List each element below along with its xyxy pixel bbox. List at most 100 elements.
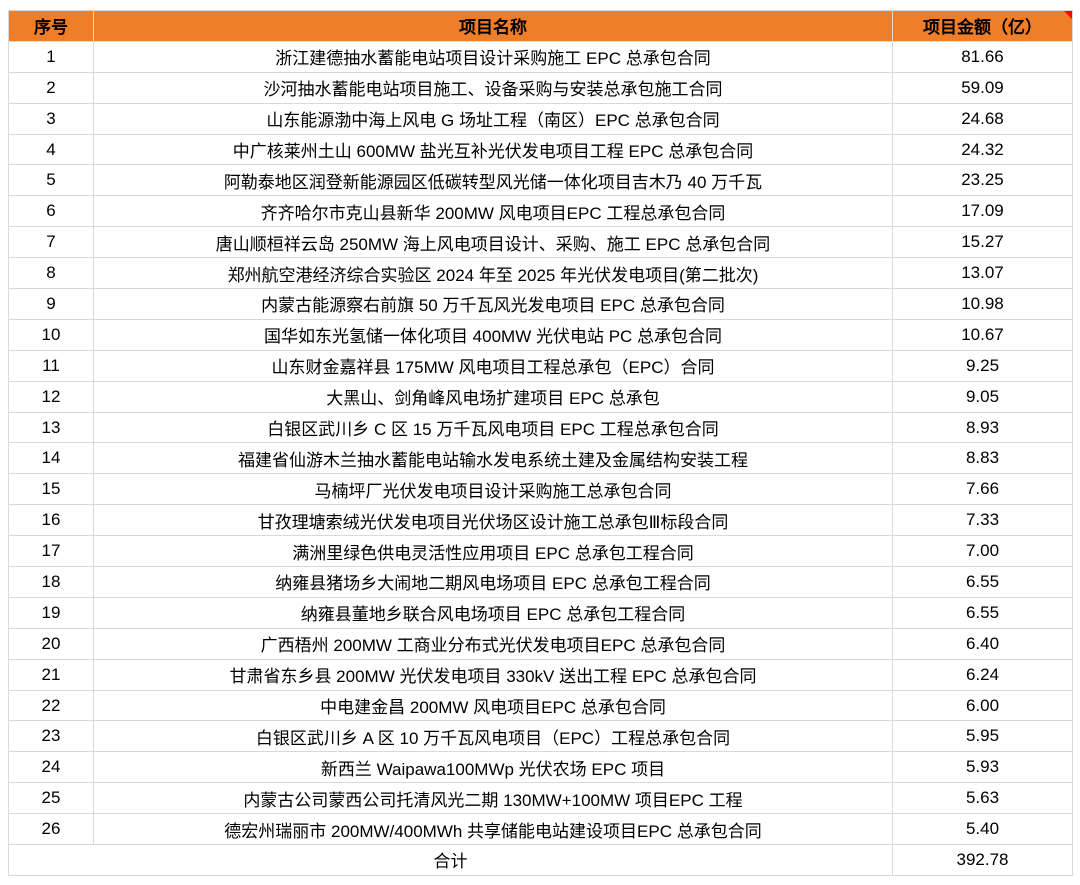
row-index-cell: 14	[8, 442, 94, 475]
amount-cell: 15.27	[892, 226, 1073, 259]
project-name-cell: 山东能源渤中海上风电 G 场址工程（南区）EPC 总承包合同	[93, 102, 893, 135]
amount-cell: 5.95	[892, 720, 1073, 753]
amount-cell: 59.09	[892, 71, 1073, 104]
row-index-cell: 16	[8, 504, 94, 537]
project-name-cell: 马楠坪厂光伏发电项目设计采购施工总承包合同	[93, 473, 893, 506]
row-index-cell: 24	[8, 751, 94, 784]
project-name-cell: 阿勒泰地区润登新能源园区低碳转型风光储一体化项目吉木乃 40 万千瓦	[93, 164, 893, 197]
project-name-cell: 甘肃省东乡县 200MW 光伏发电项目 330kV 送出工程 EPC 总承包合同	[93, 658, 893, 691]
amount-cell: 24.68	[892, 102, 1073, 135]
row-index-cell: 19	[8, 596, 94, 629]
row-index-cell: 10	[8, 318, 94, 351]
amount-cell: 23.25	[892, 164, 1073, 197]
table-row: 2 沙河抽水蓄能电站项目施工、设备采购与安装总承包施工合同 59.09	[8, 71, 1073, 104]
project-name-cell: 新西兰 Waipawa100MWp 光伏农场 EPC 项目	[93, 751, 893, 784]
project-name-cell: 德宏州瑞丽市 200MW/400MWh 共享储能电站建设项目EPC 总承包合同	[93, 813, 893, 846]
total-amount-cell: 392.78	[892, 844, 1073, 876]
table-row: 5 阿勒泰地区润登新能源园区低碳转型风光储一体化项目吉木乃 40 万千瓦 23.25	[8, 164, 1073, 197]
amount-cell: 8.93	[892, 411, 1073, 444]
row-index-cell: 25	[8, 782, 94, 815]
table-row: 20 广西梧州 200MW 工商业分布式光伏发电项目EPC 总承包合同 6.40	[8, 627, 1073, 660]
row-index-cell: 7	[8, 226, 94, 259]
table-row: 14 福建省仙游木兰抽水蓄能电站输水发电系统土建及金属结构安装工程 8.83	[8, 442, 1073, 475]
row-index-cell: 9	[8, 288, 94, 320]
amount-cell: 7.00	[892, 535, 1073, 568]
table-row: 13 白银区武川乡 C 区 15 万千瓦风电项目 EPC 工程总承包合同 8.93	[8, 411, 1073, 444]
amount-cell: 5.63	[892, 782, 1073, 815]
table-body: 1 浙江建德抽水蓄能电站项目设计采购施工 EPC 总承包合同 81.66 2 沙河抽水蓄…	[8, 40, 1073, 846]
projects-table-container: 序号 项目名称 项目金额（亿） 1 浙江建德抽水蓄能电站项目设计采购施工 EPC …	[8, 10, 1073, 876]
project-name-cell: 广西梧州 200MW 工商业分布式光伏发电项目EPC 总承包合同	[93, 627, 893, 660]
amount-cell: 9.05	[892, 380, 1073, 413]
project-name-cell: 中电建金昌 200MW 风电项目EPC 总承包合同	[93, 689, 893, 722]
project-name-cell: 纳雍县猪场乡大闹地二期风电场项目 EPC 总承包工程合同	[93, 566, 893, 598]
project-name-cell: 福建省仙游木兰抽水蓄能电站输水发电系统土建及金属结构安装工程	[93, 442, 893, 475]
project-name-cell: 齐齐哈尔市克山县新华 200MW 风电项目EPC 工程总承包合同	[93, 195, 893, 228]
project-name-cell: 满洲里绿色供电灵活性应用项目 EPC 总承包工程合同	[93, 535, 893, 568]
table-row: 7 唐山顺桓祥云岛 250MW 海上风电项目设计、采购、施工 EPC 总承包合同 1…	[8, 226, 1073, 259]
projects-table: 序号 项目名称 项目金额（亿） 1 浙江建德抽水蓄能电站项目设计采购施工 EPC …	[8, 10, 1073, 876]
table-row: 3 山东能源渤中海上风电 G 场址工程（南区）EPC 总承包合同 24.68	[8, 102, 1073, 135]
table-row: 8 郑州航空港经济综合实验区 2024 年至 2025 年光伏发电项目(第二批次)…	[8, 257, 1073, 290]
row-index-cell: 21	[8, 658, 94, 691]
amount-cell: 6.55	[892, 566, 1073, 598]
row-index-cell: 3	[8, 102, 94, 135]
row-index-cell: 15	[8, 473, 94, 506]
table-row: 4 中广核莱州土山 600MW 盐光互补光伏发电项目工程 EPC 总承包合同 24.…	[8, 133, 1073, 166]
amount-cell: 10.67	[892, 318, 1073, 351]
row-index-cell: 13	[8, 411, 94, 444]
amount-cell: 10.98	[892, 288, 1073, 320]
amount-cell: 24.32	[892, 133, 1073, 166]
row-index-cell: 11	[8, 349, 94, 382]
amount-cell: 6.24	[892, 658, 1073, 691]
table-row: 10 国华如东光氢储一体化项目 400MW 光伏电站 PC 总承包合同 10.67	[8, 318, 1073, 351]
amount-cell: 17.09	[892, 195, 1073, 228]
row-index-cell: 12	[8, 380, 94, 413]
row-index-cell: 23	[8, 720, 94, 753]
row-index-cell: 18	[8, 566, 94, 598]
project-name-cell: 山东财金嘉祥县 175MW 风电项目工程总承包（EPC）合同	[93, 349, 893, 382]
row-index-cell: 4	[8, 133, 94, 166]
row-index-cell: 8	[8, 257, 94, 290]
table-row: 6 齐齐哈尔市克山县新华 200MW 风电项目EPC 工程总承包合同 17.09	[8, 195, 1073, 228]
amount-cell: 6.40	[892, 627, 1073, 660]
project-name-cell: 内蒙古公司蒙西公司托清风光二期 130MW+100MW 项目EPC 工程	[93, 782, 893, 815]
table-row: 16 甘孜理塘索绒光伏发电项目光伏场区设计施工总承包Ⅲ标段合同 7.33	[8, 504, 1073, 537]
project-name-cell: 大黑山、剑角峰风电场扩建项目 EPC 总承包	[93, 380, 893, 413]
project-name-cell: 浙江建德抽水蓄能电站项目设计采购施工 EPC 总承包合同	[93, 40, 893, 73]
col-header-project-name: 项目名称	[93, 10, 893, 42]
table-row: 24 新西兰 Waipawa100MWp 光伏农场 EPC 项目 5.93	[8, 751, 1073, 784]
total-row: 合计 392.78	[8, 844, 1073, 876]
table-row: 21 甘肃省东乡县 200MW 光伏发电项目 330kV 送出工程 EPC 总承包…	[8, 658, 1073, 691]
table-row: 26 德宏州瑞丽市 200MW/400MWh 共享储能电站建设项目EPC 总承包合…	[8, 813, 1073, 846]
project-name-cell: 白银区武川乡 C 区 15 万千瓦风电项目 EPC 工程总承包合同	[93, 411, 893, 444]
table-row: 22 中电建金昌 200MW 风电项目EPC 总承包合同 6.00	[8, 689, 1073, 722]
table-row: 23 白银区武川乡 A 区 10 万千瓦风电项目（EPC）工程总承包合同 5.95	[8, 720, 1073, 753]
col-header-index: 序号	[8, 10, 94, 42]
table-row: 17 满洲里绿色供电灵活性应用项目 EPC 总承包工程合同 7.00	[8, 535, 1073, 568]
project-name-cell: 郑州航空港经济综合实验区 2024 年至 2025 年光伏发电项目(第二批次)	[93, 257, 893, 290]
amount-cell: 6.55	[892, 596, 1073, 629]
table-row: 9 内蒙古能源察右前旗 50 万千瓦风光发电项目 EPC 总承包合同 10.98	[8, 288, 1073, 320]
table-row: 25 内蒙古公司蒙西公司托清风光二期 130MW+100MW 项目EPC 工程 5.…	[8, 782, 1073, 815]
project-name-cell: 中广核莱州土山 600MW 盐光互补光伏发电项目工程 EPC 总承包合同	[93, 133, 893, 166]
row-index-cell: 1	[8, 40, 94, 73]
col-header-amount-label: 项目金额（亿）	[923, 18, 1042, 38]
table-row: 1 浙江建德抽水蓄能电站项目设计采购施工 EPC 总承包合同 81.66	[8, 40, 1073, 73]
project-name-cell: 纳雍县董地乡联合风电场项目 EPC 总承包工程合同	[93, 596, 893, 629]
table-row: 11 山东财金嘉祥县 175MW 风电项目工程总承包（EPC）合同 9.25	[8, 349, 1073, 382]
row-index-cell: 17	[8, 535, 94, 568]
amount-cell: 5.93	[892, 751, 1073, 784]
project-name-cell: 唐山顺桓祥云岛 250MW 海上风电项目设计、采购、施工 EPC 总承包合同	[93, 226, 893, 259]
project-name-cell: 沙河抽水蓄能电站项目施工、设备采购与安装总承包施工合同	[93, 71, 893, 104]
row-index-cell: 20	[8, 627, 94, 660]
amount-cell: 13.07	[892, 257, 1073, 290]
col-header-amount: 项目金额（亿）	[892, 10, 1073, 42]
project-name-cell: 内蒙古能源察右前旗 50 万千瓦风光发电项目 EPC 总承包合同	[93, 288, 893, 320]
amount-cell: 81.66	[892, 40, 1073, 73]
amount-cell: 8.83	[892, 442, 1073, 475]
total-label-cell: 合计	[8, 844, 893, 876]
comment-indicator-icon	[1064, 11, 1072, 19]
row-index-cell: 22	[8, 689, 94, 722]
row-index-cell: 5	[8, 164, 94, 197]
